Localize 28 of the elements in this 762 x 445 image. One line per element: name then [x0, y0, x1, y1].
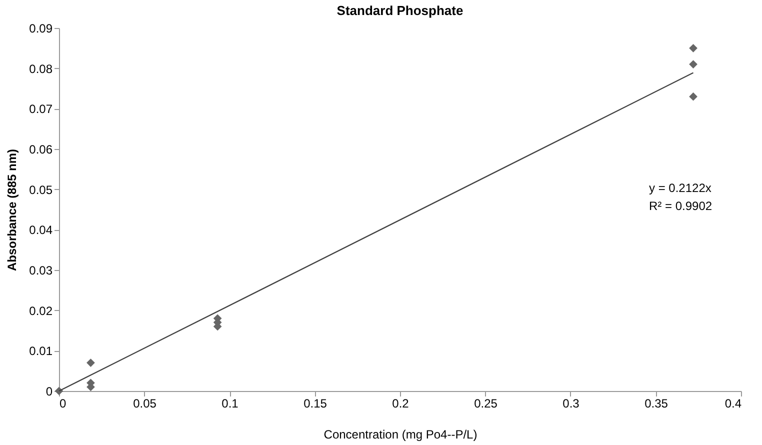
x-tick-label: 0.05 [133, 396, 157, 410]
y-tick-label: 0.08 [29, 62, 53, 76]
y-tick-label: 0.02 [29, 304, 53, 318]
y-tick-label: 0.04 [29, 223, 53, 238]
x-tick-label: 0.25 [474, 396, 498, 410]
y-tick-label: 0.05 [29, 182, 53, 197]
point [86, 358, 95, 367]
point [689, 92, 698, 101]
x-tick-label: 0.3 [562, 396, 580, 410]
x-axis-title: Concentration (mg Po4--P/L) [324, 428, 478, 442]
x-tick-label: 0.35 [644, 396, 668, 410]
y-tick-label: 0.03 [29, 264, 53, 278]
y-tick-label: 0.01 [29, 344, 53, 358]
y-tick-label: 0 [46, 384, 53, 398]
annotation: R² = 0.9902 [649, 199, 712, 213]
x-tick-label: 0.4 [724, 396, 742, 410]
y-axis-title: Absorbance (885 nm) [5, 148, 20, 272]
y-tick-label: 0.07 [29, 102, 53, 116]
x-tick-label: 0.2 [392, 396, 410, 410]
y-tick-label: 0.06 [29, 142, 53, 156]
chart-title: Standard Phosphate [336, 3, 464, 18]
point [689, 44, 698, 52]
point [689, 60, 698, 68]
y-tick-label: 0.09 [29, 22, 53, 36]
x-tick-label: 0.15 [304, 396, 328, 410]
x-tick-label: 0.1 [222, 396, 239, 410]
annotation: y = 0.2122x [649, 181, 712, 195]
x-tick-label: 0 [60, 396, 66, 410]
